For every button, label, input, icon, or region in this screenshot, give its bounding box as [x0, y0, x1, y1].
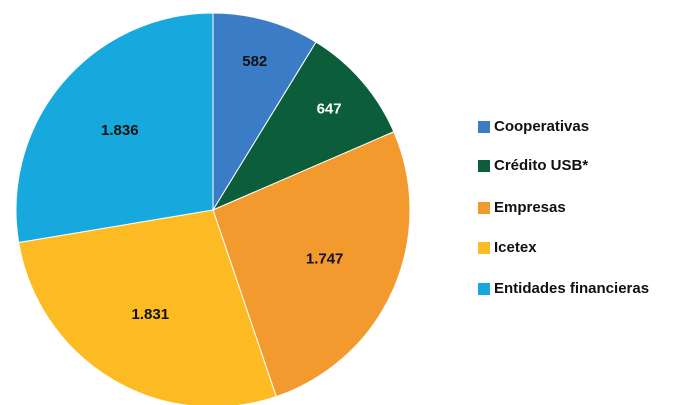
data-label: 582 [242, 53, 267, 70]
data-label: 647 [317, 100, 342, 117]
legend-label: Cooperativas [494, 118, 589, 135]
legend-label: Entidades financieras [494, 280, 649, 297]
pie-slice [212, 12, 317, 212]
legend-swatch [478, 160, 490, 172]
legend-swatch [478, 242, 490, 254]
data-label: 1.747 [306, 251, 344, 268]
pie-slice [212, 131, 411, 398]
legend-label: Empresas [494, 199, 566, 216]
pie-slice [18, 209, 277, 405]
pie-slice [211, 41, 395, 212]
pie-slice [15, 12, 214, 244]
data-label: 1.836 [101, 122, 139, 139]
data-label: 1.831 [132, 306, 170, 323]
legend-label: Icetex [494, 239, 537, 256]
legend-label: Crédito USB* [494, 157, 588, 174]
legend-swatch [478, 202, 490, 214]
legend-swatch [478, 121, 490, 133]
legend-swatch [478, 283, 490, 295]
